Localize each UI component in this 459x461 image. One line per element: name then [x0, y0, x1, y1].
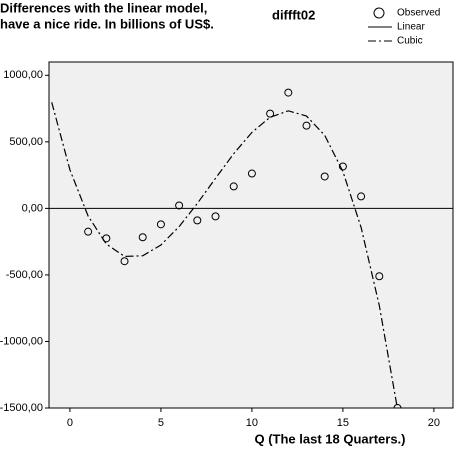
point — [156, 220, 165, 229]
y-tick-label: 500,00 — [9, 136, 43, 148]
point — [357, 192, 366, 201]
plot-content — [51, 88, 402, 408]
y-tick-label: -500,00 — [6, 269, 43, 281]
point — [302, 121, 311, 130]
point — [320, 172, 329, 181]
point — [84, 227, 93, 236]
y-tick-label: -1000,00 — [0, 335, 43, 347]
y-tick-label: 1000,00 — [3, 69, 43, 81]
point — [247, 169, 256, 178]
legend-label: Cubic — [397, 36, 423, 47]
chart-subtitle: diffft02 — [272, 7, 315, 22]
legend-label: Observed — [397, 8, 440, 19]
chart-title-line: have a nice ride. In billions of US$. — [0, 16, 214, 31]
point — [375, 272, 384, 281]
y-tick-label: 0,00 — [22, 202, 43, 214]
fit-line — [51, 102, 398, 408]
x-tick-label: 0 — [67, 417, 73, 429]
chart-title-line: Differences with the linear model, — [0, 0, 207, 15]
x-tick-label: 5 — [158, 417, 164, 429]
point — [120, 257, 129, 266]
x-tick-label: 20 — [428, 417, 440, 429]
point — [175, 201, 184, 210]
point — [393, 404, 402, 408]
legend-marker — [373, 7, 385, 19]
plot-area — [48, 61, 454, 409]
y-tick-label: -1500,00 — [0, 402, 43, 414]
point — [266, 109, 275, 118]
x-tick-label: 15 — [337, 417, 349, 429]
point — [229, 182, 238, 191]
point — [193, 216, 202, 225]
x-tick-label: 10 — [246, 417, 258, 429]
point — [284, 88, 293, 97]
point — [338, 162, 347, 171]
x-axis-label: Q (The last 18 Quarters.) — [255, 431, 406, 446]
point — [138, 233, 147, 242]
point — [211, 212, 220, 221]
legend-label: Linear — [397, 22, 425, 33]
